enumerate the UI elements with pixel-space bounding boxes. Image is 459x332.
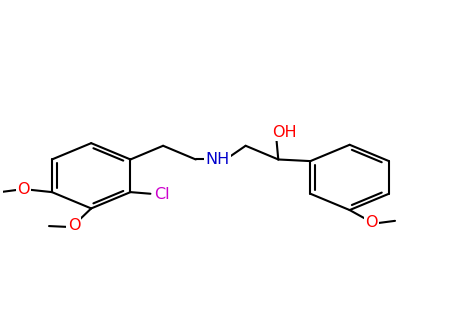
Text: Cl: Cl [154,187,170,202]
Text: O: O [68,218,80,233]
Text: OH: OH [272,125,297,140]
Text: NH: NH [206,152,230,167]
Text: O: O [17,182,30,197]
Text: O: O [365,215,378,230]
